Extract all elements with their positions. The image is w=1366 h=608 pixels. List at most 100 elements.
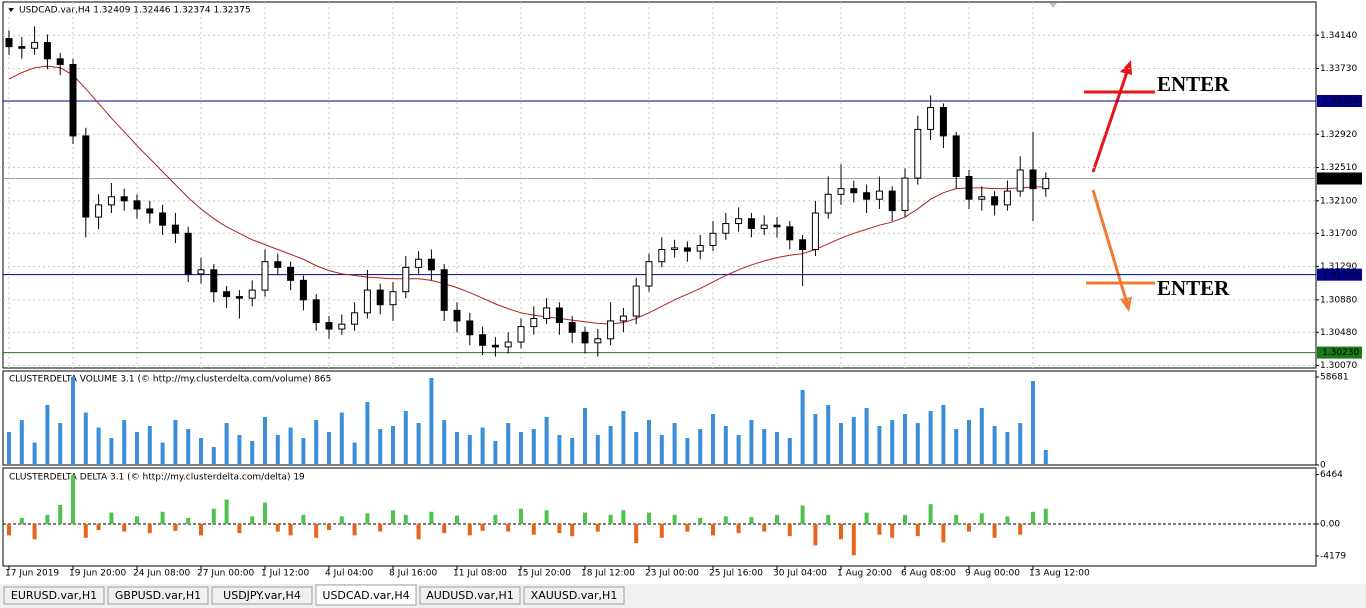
candle-body — [184, 232, 192, 275]
bar — [890, 523, 895, 538]
bar — [275, 523, 280, 532]
bar — [173, 420, 178, 465]
bar — [608, 426, 613, 465]
candle-body — [69, 63, 77, 137]
candle-body — [299, 279, 307, 301]
tab-label[interactable]: USDCAD.var,H4 — [322, 589, 409, 602]
bar — [775, 432, 779, 465]
bar — [839, 523, 843, 540]
bar — [595, 435, 600, 465]
tab[interactable] — [211, 586, 313, 605]
candle-body — [491, 344, 499, 348]
tab[interactable] — [3, 586, 105, 605]
candle-body — [619, 315, 627, 322]
y-tick-label: 1.30880 — [1320, 295, 1357, 305]
candle-body — [978, 196, 986, 200]
candle-body — [1016, 169, 1024, 192]
bar — [531, 523, 536, 535]
candle-body — [1029, 169, 1037, 190]
bar — [941, 405, 946, 465]
bar — [903, 514, 907, 524]
bar — [672, 514, 677, 524]
bar — [365, 513, 370, 524]
bar — [122, 420, 127, 465]
candle-body — [415, 258, 423, 268]
bar — [762, 429, 767, 465]
bar — [800, 390, 805, 465]
x-tick-label: 9 Aug 00:00 — [965, 569, 1020, 579]
bar — [903, 414, 907, 465]
bar — [647, 512, 651, 524]
bar — [519, 508, 523, 524]
candle-body — [504, 341, 512, 348]
candle-body — [223, 291, 231, 298]
candle-body — [799, 239, 807, 251]
bar — [864, 408, 869, 465]
y-tick-label: 58681 — [1320, 372, 1349, 382]
bar — [992, 426, 997, 465]
candle-body — [850, 188, 858, 194]
bar — [455, 432, 459, 465]
level-box — [1317, 172, 1362, 185]
tab-label[interactable]: AUDUSD.var,H1 — [426, 589, 514, 602]
enter-label-up: ENTER — [1157, 72, 1230, 96]
tab[interactable] — [419, 586, 521, 605]
candle-body — [235, 296, 243, 299]
x-tick-label: 15 Jul 20:00 — [517, 569, 571, 579]
bar — [403, 411, 408, 465]
candle-body — [82, 135, 90, 218]
bar — [186, 429, 191, 465]
candle-body — [248, 289, 256, 299]
bar — [19, 517, 24, 524]
candle-body — [901, 177, 909, 212]
candle-body — [312, 299, 320, 324]
bar — [813, 414, 818, 465]
y-tick-label: 1.32510 — [1320, 163, 1357, 173]
tab[interactable] — [315, 584, 417, 606]
tab-label[interactable]: GBPUSD.var,H1 — [115, 589, 201, 602]
bar — [941, 523, 946, 543]
x-tick-label: 25 Jul 16:00 — [709, 569, 763, 579]
x-tick-label: 1 Jul 12:00 — [261, 569, 310, 579]
y-tick-label: 0 — [1320, 461, 1326, 471]
tab[interactable] — [523, 586, 625, 605]
tab[interactable] — [107, 586, 209, 605]
x-tick-label: 17 Jun 2019 — [5, 569, 59, 579]
tab-label[interactable]: XAUUSD.var,H1 — [531, 589, 618, 602]
tab-label[interactable]: EURUSD.var,H1 — [11, 589, 97, 602]
candle-body — [991, 196, 999, 206]
x-tick-label: 23 Jul 00:00 — [645, 569, 699, 579]
level-label: 1.33330 — [1322, 97, 1359, 107]
tab-label[interactable]: USDJPY.var,H4 — [223, 589, 301, 602]
candle-body — [760, 224, 768, 229]
bar — [557, 435, 562, 465]
bar — [442, 523, 447, 534]
y-tick-label: 1.32920 — [1320, 130, 1357, 140]
candle-body — [171, 224, 179, 234]
bar — [429, 378, 434, 465]
candle-body — [632, 285, 640, 317]
bar — [544, 510, 549, 524]
y-tick-label: 1.30480 — [1320, 328, 1357, 338]
bar — [416, 423, 421, 465]
bar — [890, 420, 895, 465]
bar — [787, 438, 792, 465]
bar — [826, 405, 831, 465]
bar — [1031, 381, 1035, 465]
bar — [250, 441, 255, 465]
level-label: 1.31190 — [1322, 270, 1359, 280]
bar — [864, 512, 869, 524]
arrow-up-head — [1120, 60, 1132, 75]
candle-body — [594, 338, 602, 344]
bar — [723, 516, 728, 524]
candle-body — [197, 269, 205, 275]
level-box — [1317, 346, 1362, 359]
bar — [58, 423, 63, 465]
y-tick-label: 1.30070 — [1320, 361, 1357, 371]
bar — [1005, 516, 1010, 524]
bar — [96, 427, 101, 465]
bar — [787, 523, 792, 537]
candle-body — [735, 218, 743, 225]
y-tick-label: 1.34140 — [1320, 31, 1357, 41]
